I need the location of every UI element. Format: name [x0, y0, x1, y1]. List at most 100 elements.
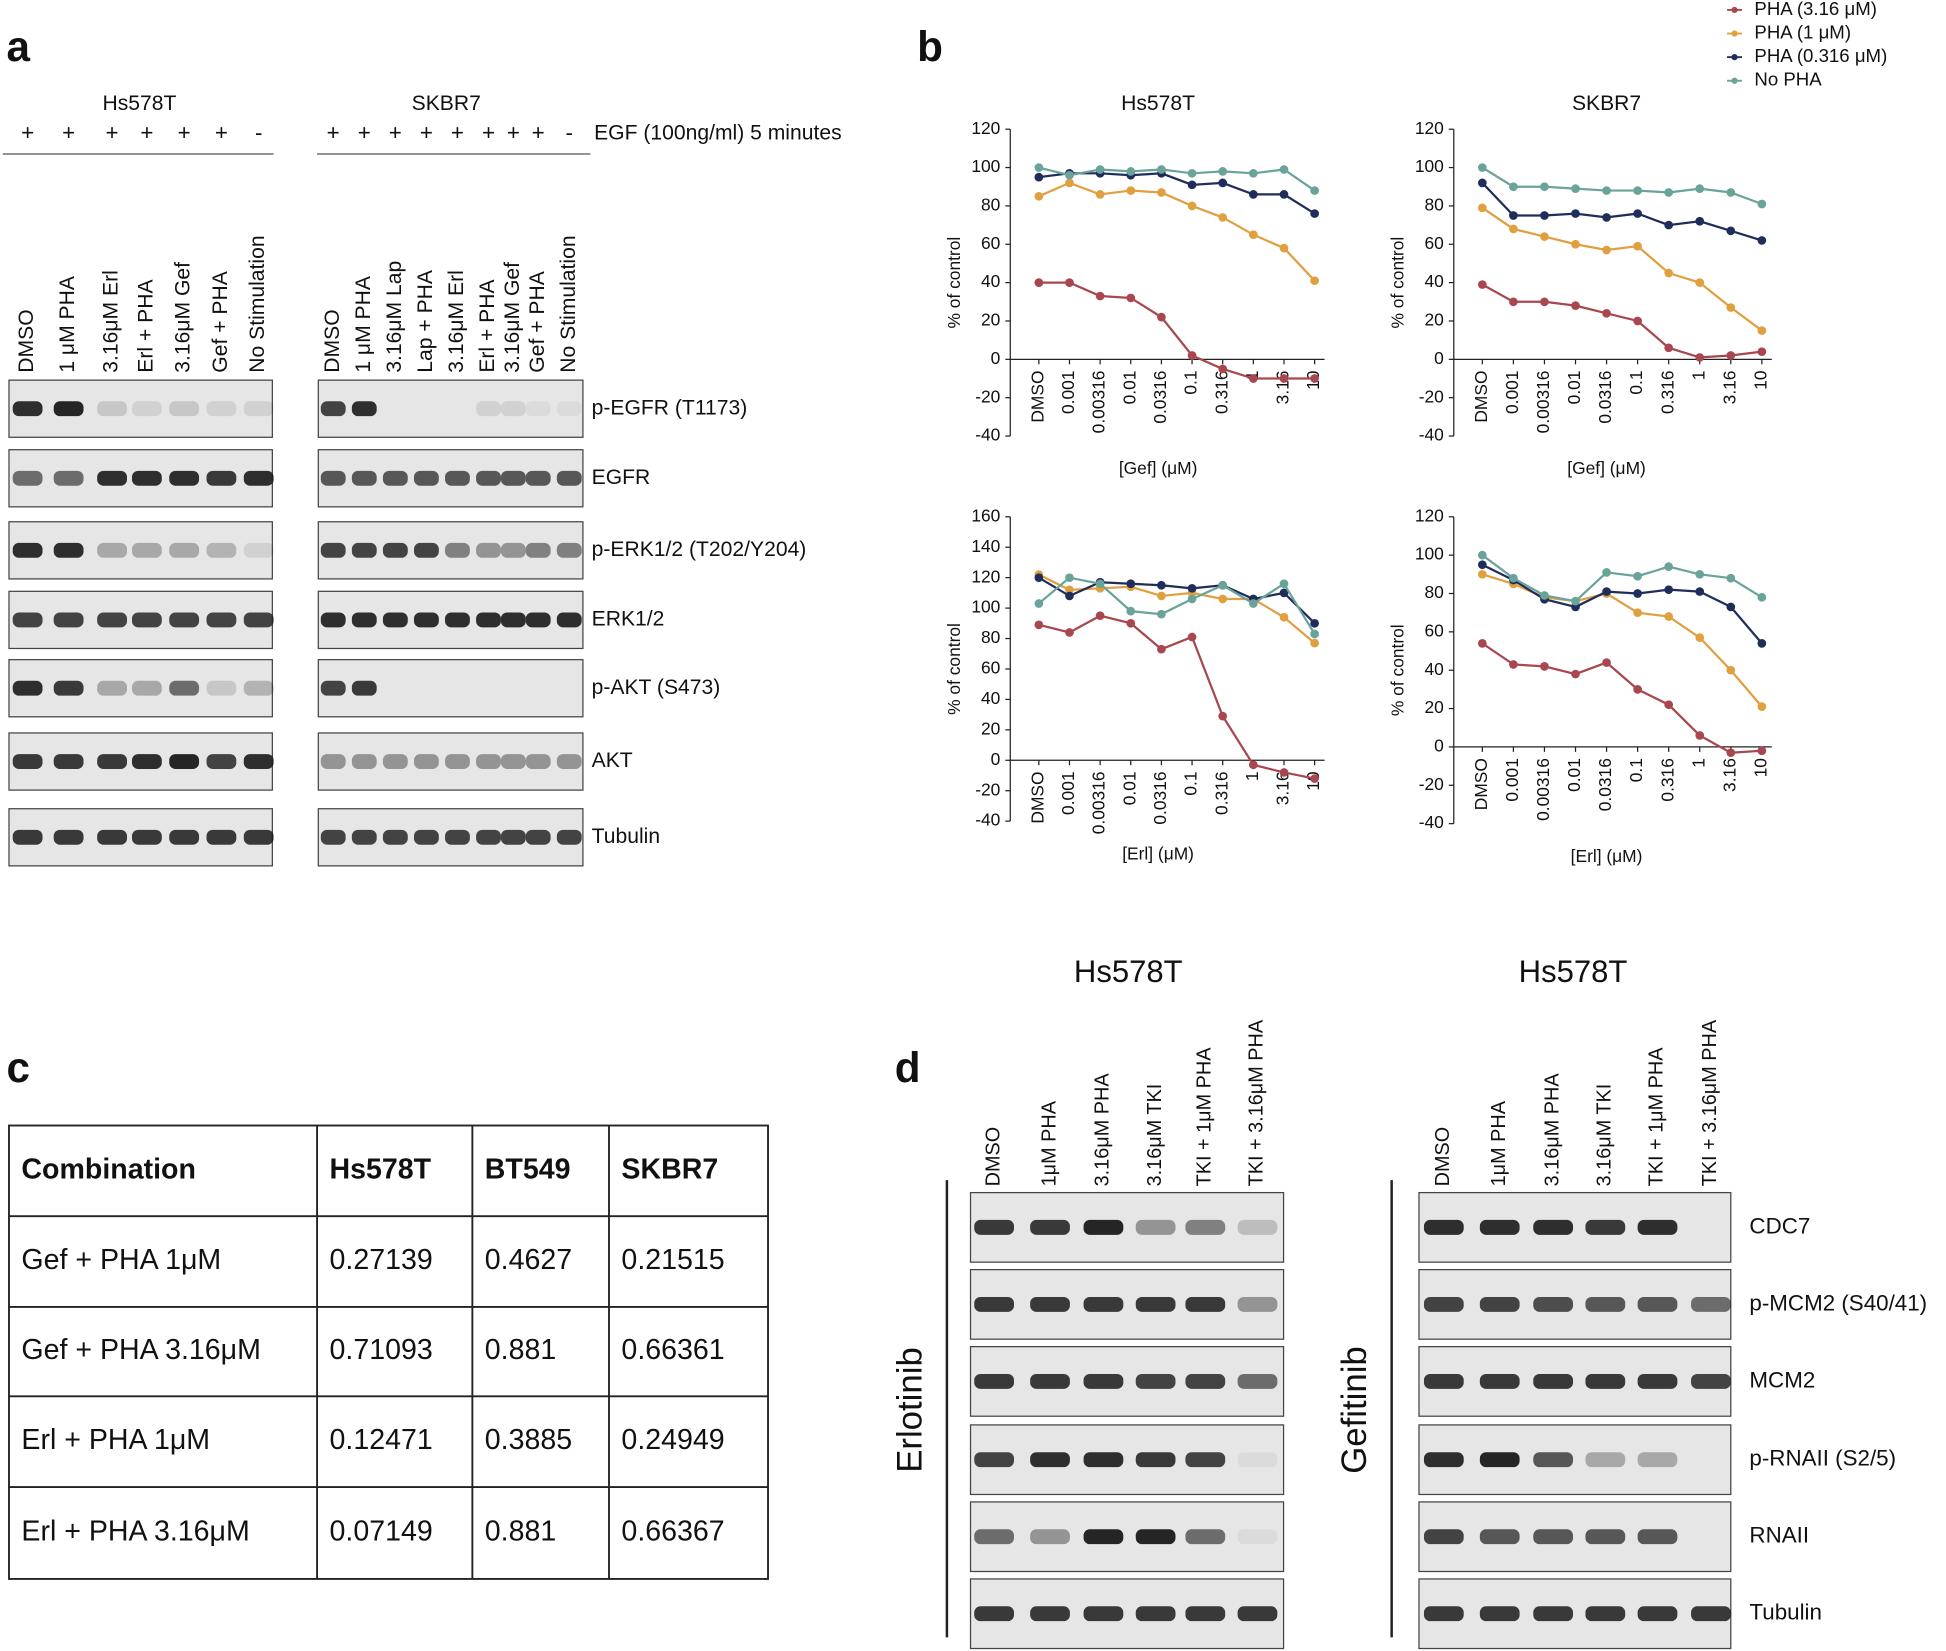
band: [1083, 1296, 1124, 1312]
band: [131, 542, 162, 558]
lane-label: Erl + PHA: [476, 279, 499, 373]
data-point: [1695, 278, 1705, 287]
data-point: [1034, 191, 1044, 201]
data-point: [1034, 172, 1044, 182]
data-point: [1509, 182, 1518, 192]
lane-label: Gef + PHA: [526, 270, 549, 372]
data-point: [1757, 746, 1767, 756]
data-point: [1248, 168, 1258, 178]
y-tick-label: 60: [1424, 620, 1443, 640]
y-axis-label: % of control: [1388, 237, 1408, 329]
data-point: [1065, 628, 1074, 637]
y-tick-label: -40: [975, 810, 1000, 830]
data-point: [1279, 579, 1289, 589]
data-point: [1065, 585, 1074, 595]
series-line: [1481, 182, 1763, 242]
blot: [1418, 1268, 1732, 1340]
chart-title: Hs578T: [1121, 92, 1195, 115]
data-point: [1571, 239, 1580, 249]
band: [1185, 1529, 1226, 1545]
band: [1135, 1529, 1176, 1545]
band: [131, 680, 162, 696]
data-point: [1633, 685, 1642, 694]
band: [97, 754, 128, 769]
band: [476, 401, 501, 417]
band: [1237, 1219, 1278, 1235]
band: [1083, 1219, 1124, 1235]
band: [351, 470, 377, 486]
data-point: [1633, 209, 1642, 218]
blot-label: AKT: [592, 749, 633, 772]
panel-label: d: [895, 1044, 921, 1091]
table-frame: [8, 1124, 769, 1580]
band: [320, 680, 346, 696]
band: [1083, 1452, 1124, 1468]
band: [1185, 1452, 1226, 1468]
data-point: [1695, 569, 1705, 579]
blot-label: Tubulin: [1749, 1600, 1822, 1625]
lane-label: TKI + 1μM PHA: [1646, 1047, 1668, 1187]
band: [53, 680, 84, 696]
table-cell: 0.71093: [329, 1334, 432, 1366]
y-tick-label: 140: [971, 536, 1000, 556]
lane-label: DMSO: [1432, 1127, 1454, 1187]
band: [476, 612, 501, 628]
data-point: [1248, 374, 1258, 383]
egf-sign: +: [140, 120, 153, 145]
series-line: [1481, 283, 1762, 359]
band: [413, 470, 439, 486]
lane-label: 3.16μM PHA: [1092, 1073, 1114, 1187]
band: [1637, 1373, 1678, 1389]
band: [445, 754, 470, 769]
treatment-label: EGF (100ng/ml) 5 minutes: [594, 122, 842, 145]
data-point: [1279, 612, 1289, 622]
table-cell: Erl + PHA 1μM: [21, 1424, 210, 1456]
data-point: [1633, 186, 1642, 195]
y-axis-label: % of control: [1388, 624, 1408, 716]
x-tick-label: DMSO: [1027, 771, 1047, 823]
y-tick-label: 40: [1424, 659, 1443, 679]
data-point: [1757, 326, 1767, 335]
band: [1533, 1219, 1574, 1235]
data-point: [1477, 639, 1487, 648]
series-line: [1038, 576, 1316, 625]
band: [169, 612, 200, 628]
egf-sign: +: [451, 120, 464, 145]
band: [1479, 1296, 1520, 1312]
data-point: [1726, 573, 1736, 583]
x-tick-label: 0.00316: [1533, 371, 1553, 434]
data-point: [1726, 602, 1736, 612]
panel-label: c: [7, 1044, 30, 1091]
band: [413, 754, 439, 769]
data-point: [1695, 731, 1705, 740]
band: [351, 401, 377, 417]
table-cell: 0.881: [485, 1334, 556, 1366]
data-point: [1218, 711, 1228, 721]
band: [1533, 1452, 1574, 1468]
data-point: [1726, 188, 1736, 197]
data-point: [1664, 268, 1674, 278]
blot: [317, 659, 584, 718]
y-tick-label: -20: [975, 386, 1000, 406]
lane-label: 3.16μM Lap: [383, 261, 406, 373]
table-cell: Gef + PHA 1μM: [21, 1244, 221, 1276]
band: [1237, 1296, 1278, 1312]
panel-label: a: [7, 23, 31, 70]
band: [243, 612, 274, 628]
series-line: [1481, 563, 1763, 645]
data-point: [1187, 594, 1197, 604]
band: [525, 612, 551, 628]
data-point: [1540, 211, 1549, 220]
band: [12, 754, 43, 769]
band: [1585, 1296, 1626, 1312]
data-point: [1695, 184, 1705, 193]
data-point: [1664, 700, 1674, 710]
series-line: [1038, 573, 1316, 644]
table-cell: 0.21515: [621, 1244, 724, 1276]
x-tick-label: 1: [1242, 771, 1262, 781]
data-point: [1726, 303, 1736, 312]
data-point: [1248, 190, 1258, 199]
band: [556, 401, 582, 417]
data-point: [1218, 178, 1228, 188]
